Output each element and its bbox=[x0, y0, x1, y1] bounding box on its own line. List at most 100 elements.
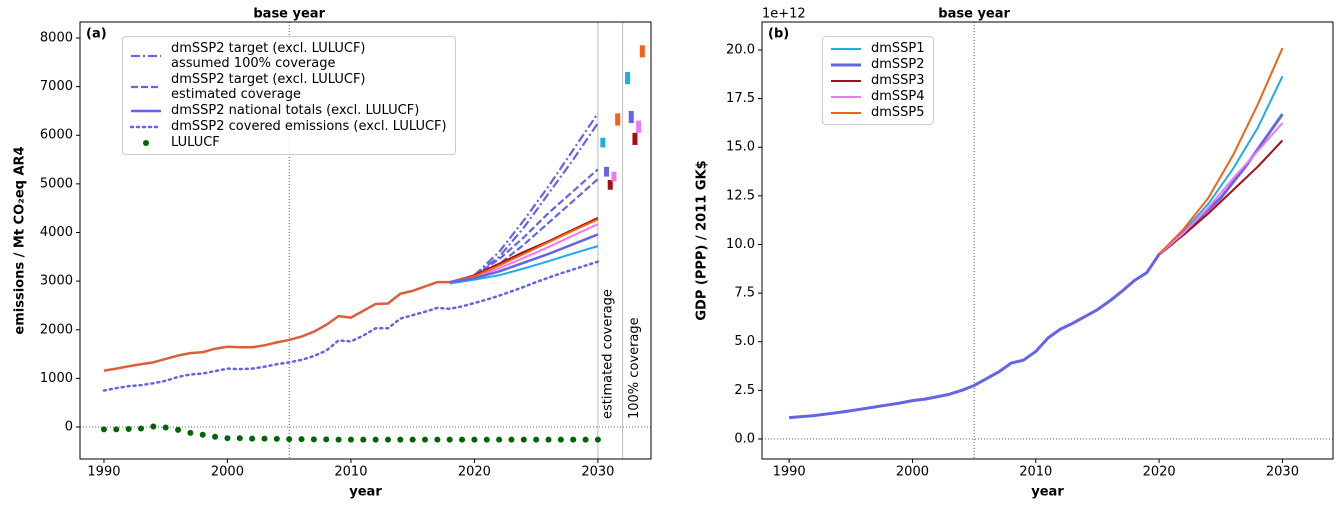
coverage-label: 100% coverage bbox=[627, 317, 642, 419]
legend-label: dmSSP2 target (excl. LULUCF) assumed 100… bbox=[171, 41, 366, 71]
x-axis-label: year bbox=[349, 485, 382, 500]
target-range bbox=[604, 166, 610, 177]
x-tick-label: 2020 bbox=[1143, 465, 1176, 480]
panel: base year 1990 2000 2010 2020 2030 0.0 2.5 5.0 7.… bbox=[695, 7, 1334, 500]
x-tick-label: 2030 bbox=[581, 465, 614, 480]
legend-label: dmSSP4 bbox=[871, 89, 925, 104]
legend-swatch bbox=[831, 79, 861, 82]
y-tick-label: 5000 bbox=[40, 176, 73, 191]
plot-frame bbox=[79, 21, 652, 460]
point bbox=[520, 436, 527, 443]
legend-label: LULUCF bbox=[171, 135, 220, 150]
y-tick-label: 4000 bbox=[40, 225, 73, 240]
x-tick-label: 2010 bbox=[1019, 465, 1052, 480]
point bbox=[310, 436, 317, 443]
y-tick-label: 0.0 bbox=[734, 431, 755, 446]
point bbox=[125, 425, 132, 432]
series-line bbox=[473, 122, 599, 277]
panel-label: (a) bbox=[86, 27, 107, 42]
y-offset-label: 1e+12 bbox=[762, 7, 806, 22]
legend-swatch bbox=[831, 95, 861, 98]
y-tick-label: 5.0 bbox=[734, 334, 755, 349]
legend-label: dmSSP1 bbox=[871, 41, 925, 56]
point bbox=[138, 425, 145, 432]
plot-frame bbox=[761, 21, 1334, 460]
point bbox=[236, 435, 243, 442]
legend-swatch bbox=[143, 139, 149, 146]
panel-label: (b) bbox=[768, 27, 789, 42]
series-line bbox=[102, 260, 600, 392]
legend-entry: dmSSP4 bbox=[829, 89, 925, 104]
legend-entry: dmSSP2 target (excl. LULUCF) assumed 100… bbox=[129, 41, 447, 71]
point bbox=[594, 436, 601, 443]
base-year-label: base year bbox=[938, 7, 1010, 22]
legend-swatch bbox=[831, 63, 861, 66]
x-tick-label: 1990 bbox=[87, 465, 120, 480]
point bbox=[162, 424, 169, 431]
legend-label: dmSSP2 national totals (excl. LULUCF) bbox=[171, 103, 420, 118]
point bbox=[273, 435, 280, 442]
y-tick-label: 17.5 bbox=[726, 91, 755, 106]
legend-swatch bbox=[131, 54, 161, 58]
y-tick-label: 6000 bbox=[40, 128, 73, 143]
y-tick-label: 20.0 bbox=[726, 43, 755, 58]
y-tick-label: 0 bbox=[65, 420, 73, 435]
target-range bbox=[611, 171, 617, 182]
target-range bbox=[625, 72, 631, 85]
series-line bbox=[1158, 47, 1284, 255]
y-axis-label: GDP (PPP) / 2011 GK$ bbox=[695, 160, 710, 320]
legend-label: dmSSP3 bbox=[871, 73, 925, 88]
point bbox=[409, 436, 416, 443]
legend-label: dmSSP2 bbox=[871, 57, 925, 72]
legend-label: dmSSP5 bbox=[871, 105, 925, 120]
series-line bbox=[1158, 75, 1284, 255]
point bbox=[533, 436, 540, 443]
legend-entry: dmSSP1 bbox=[829, 41, 925, 56]
point bbox=[113, 426, 120, 433]
y-tick-label: 1000 bbox=[40, 371, 73, 386]
point bbox=[199, 431, 206, 438]
legend: dmSSP2 target (excl. LULUCF) assumed 100… bbox=[122, 36, 456, 155]
x-tick-label: 2000 bbox=[211, 465, 244, 480]
point bbox=[212, 433, 219, 440]
y-tick-label: 10.0 bbox=[726, 237, 755, 252]
point bbox=[496, 436, 503, 443]
series-line bbox=[449, 218, 599, 284]
legend-entry: dmSSP2 covered emissions (excl. LULUCF) bbox=[129, 119, 447, 134]
point bbox=[384, 436, 391, 443]
target-range bbox=[628, 110, 634, 124]
y-tick-label: 15.0 bbox=[726, 140, 755, 155]
series-line bbox=[1158, 122, 1284, 255]
point bbox=[150, 423, 157, 430]
legend-label: dmSSP2 covered emissions (excl. LULUCF) bbox=[171, 119, 447, 134]
point bbox=[249, 435, 256, 442]
series-line bbox=[789, 113, 1284, 420]
x-tick-label: 1990 bbox=[773, 465, 806, 480]
x-tick-label: 2000 bbox=[896, 465, 929, 480]
y-tick-label: 12.5 bbox=[726, 188, 755, 203]
legend-entry: dmSSP2 target (excl. LULUCF) estimated c… bbox=[129, 72, 447, 102]
point bbox=[508, 436, 515, 443]
point bbox=[100, 426, 107, 433]
point bbox=[347, 436, 354, 443]
series-line bbox=[103, 280, 450, 372]
y-tick-label: 7.5 bbox=[734, 286, 755, 301]
y-tick-label: 2000 bbox=[40, 322, 73, 337]
legend-label: dmSSP2 target (excl. LULUCF) estimated c… bbox=[171, 72, 366, 102]
series-line bbox=[1158, 139, 1284, 255]
target-range bbox=[600, 137, 606, 148]
point bbox=[298, 436, 305, 443]
point bbox=[483, 436, 490, 443]
point bbox=[582, 436, 589, 443]
series-line bbox=[449, 245, 599, 285]
legend-swatch bbox=[131, 85, 161, 89]
point bbox=[261, 435, 268, 442]
series-line bbox=[473, 168, 599, 277]
y-axis-label: emissions / Mt CO₂eq AR4 bbox=[13, 146, 28, 334]
y-tick-label: 8000 bbox=[40, 30, 73, 45]
point bbox=[397, 436, 404, 443]
legend-entry: LULUCF bbox=[129, 135, 447, 150]
point bbox=[372, 436, 379, 443]
coverage-label: estimated coverage bbox=[600, 289, 615, 419]
